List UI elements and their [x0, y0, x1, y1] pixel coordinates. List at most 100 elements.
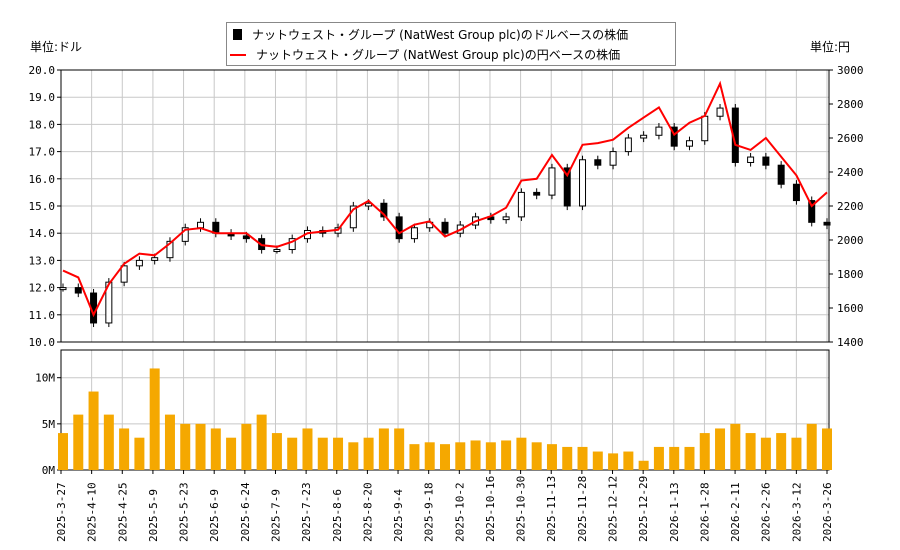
legend-label-jpy: ナットウェスト・グループ (NatWest Group plc)の円ベースの株価: [256, 48, 621, 62]
right-y-tick-label: 2600: [837, 132, 864, 145]
volume-bar: [210, 428, 221, 470]
volume-bar: [806, 423, 817, 470]
black-square-icon: [233, 29, 242, 40]
volume-bar: [485, 442, 496, 470]
volume-bar: [653, 446, 664, 470]
x-tick-label: 2026-3-12: [790, 482, 803, 542]
volume-bar: [531, 442, 542, 470]
legend: ナットウェスト・グループ (NatWest Group plc)のドルベースの株…: [226, 22, 676, 66]
volume-bar: [73, 414, 84, 470]
volume-bar: [623, 451, 634, 470]
candle-body: [548, 167, 556, 196]
volume-bar: [134, 437, 145, 470]
candle-body: [609, 151, 617, 166]
left-y-tick-label: 18.0: [29, 118, 56, 131]
right-y-tick-label: 1400: [837, 336, 864, 349]
x-tick-label: 2025-9-18: [423, 482, 436, 542]
volume-bar: [88, 391, 99, 470]
candle-body: [808, 200, 816, 223]
volume-bar: [241, 423, 252, 470]
x-tick-label: 2025-12-29: [637, 476, 650, 542]
left-y-tick-label: 14.0: [29, 227, 56, 240]
right-y-tick-label: 2400: [837, 166, 864, 179]
x-tick-label: 2025-6-9: [208, 489, 221, 542]
volume-bar: [592, 451, 603, 470]
volume-bar: [164, 414, 175, 470]
candle-body: [197, 221, 205, 229]
legend-item-jpy: ナットウェスト・グループ (NatWest Group plc)の円ベースの株価: [230, 46, 620, 63]
volume-bar: [378, 428, 389, 470]
volume-bar: [195, 423, 206, 470]
legend-item-usd: ナットウェスト・グループ (NatWest Group plc)のドルベースの株…: [233, 26, 628, 43]
x-tick-label: 2025-6-24: [239, 482, 252, 542]
volume-bar: [302, 428, 313, 470]
candle-body: [59, 287, 67, 291]
volume-bar: [409, 444, 420, 470]
volume-bar: [608, 453, 619, 470]
x-tick-label: 2025-3-27: [55, 482, 68, 542]
left-unit-label: 単位:ドル: [30, 40, 83, 54]
volume-bar: [333, 437, 344, 470]
right-unit-label: 単位:円: [810, 40, 851, 54]
volume-bar: [516, 437, 527, 470]
volume-bar: [271, 433, 282, 470]
volume-bar: [119, 428, 130, 470]
x-tick-label: 2025-5-23: [178, 482, 191, 542]
volume-bar: [287, 437, 298, 470]
x-tick-label: 2025-5-9: [147, 489, 160, 542]
candle-body: [441, 221, 449, 234]
x-tick-label: 2025-12-12: [607, 476, 620, 542]
volume-bar: [638, 460, 649, 470]
left-y-tick-label: 10.0: [29, 336, 56, 349]
x-tick-label: 2025-9-4: [392, 489, 405, 542]
left-y-tick-label: 16.0: [29, 173, 56, 186]
x-tick-label: 2025-10-16: [484, 476, 497, 542]
candle-body: [395, 216, 403, 240]
candle-body: [716, 107, 724, 117]
red-line-icon: [230, 53, 246, 56]
right-y-tick-label: 3000: [837, 64, 864, 77]
volume-bar: [577, 446, 588, 470]
left-y-tick-label: 19.0: [29, 91, 56, 104]
right-y-tick-label: 2800: [837, 98, 864, 111]
x-tick-label: 2026-1-13: [668, 482, 681, 542]
volume-bar: [424, 442, 435, 470]
candle-body: [792, 183, 800, 202]
left-y-tick-label: 17.0: [29, 146, 56, 159]
x-tick-label: 2025-7-23: [300, 482, 313, 542]
right-y-tick-label: 1800: [837, 268, 864, 281]
volume-y-tick-label: 5M: [42, 418, 56, 431]
volume-bar: [226, 437, 237, 470]
volume-bar: [776, 433, 787, 470]
volume-bar: [546, 444, 557, 470]
volume-bar: [440, 444, 450, 470]
candle-body: [273, 249, 281, 253]
candle-body: [594, 159, 602, 166]
jpy-price-line: [62, 80, 828, 318]
candle-body: [410, 227, 418, 240]
legend-label-usd: ナットウェスト・グループ (NatWest Group plc)のドルベースの株…: [252, 28, 629, 42]
volume-bar: [684, 446, 695, 470]
x-tick-label: 2025-10-2: [453, 482, 466, 542]
candle-body: [533, 191, 541, 196]
left-y-tick-label: 11.0: [29, 309, 56, 322]
candle-body: [701, 115, 709, 142]
candle-body: [105, 281, 113, 324]
volume-bar: [699, 433, 710, 470]
x-tick-label: 2025-4-25: [116, 482, 129, 542]
volume-bar: [822, 428, 832, 470]
candle-body: [502, 216, 510, 221]
candle-body: [624, 137, 632, 153]
left-y-tick-label: 20.0: [29, 64, 56, 77]
volume-bar: [180, 423, 191, 470]
candle-body: [135, 259, 143, 267]
volume-bar: [501, 440, 512, 470]
volume-bar: [791, 437, 802, 470]
volume-bar: [317, 437, 328, 470]
x-tick-label: 2026-3-26: [821, 482, 834, 542]
candle-body: [517, 191, 525, 218]
volume-y-tick-label: 10M: [35, 372, 55, 385]
volume-bar: [760, 437, 771, 470]
right-y-tick-label: 2000: [837, 234, 864, 247]
volume-bar: [256, 414, 267, 470]
